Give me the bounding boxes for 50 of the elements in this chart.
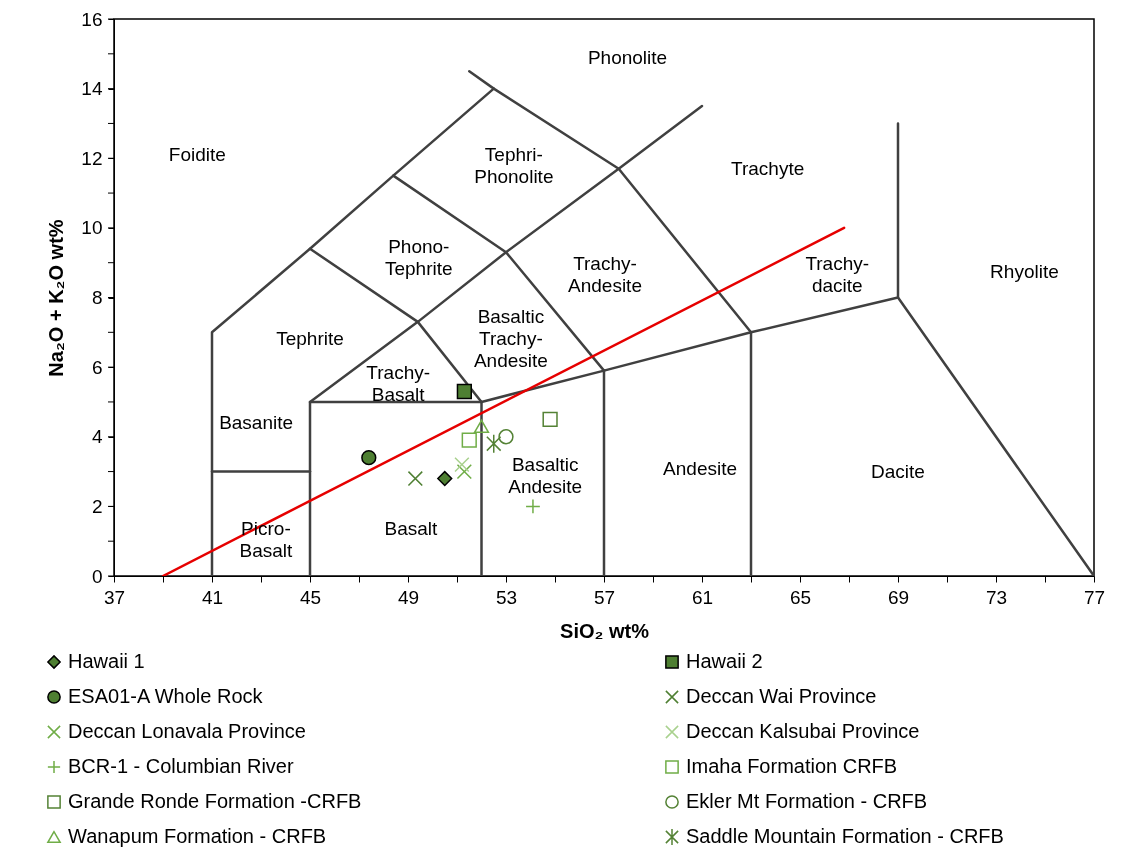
legend-label: Wanapum Formation - CRFB: [68, 825, 327, 847]
annotation: Trachy- dacite: [805, 253, 870, 297]
x-tick-label: 53: [495, 586, 518, 608]
legend-label: Deccan Wai Province: [686, 685, 877, 707]
x-tick-label: 77: [1083, 586, 1106, 608]
legend-label: Ekler Mt Formation - CRFB: [686, 790, 928, 812]
annotation: Dacite: [871, 461, 925, 483]
annotation: Trachyte: [731, 158, 805, 180]
x-tick-label: 49: [397, 586, 420, 608]
y-tick-label: 4: [91, 426, 103, 448]
annotation: Basalt: [384, 517, 439, 539]
legend-label: Deccan Kalsubai Province: [686, 720, 920, 742]
legend-label: ESA01-A Whole Rock: [68, 685, 264, 707]
x-tick-label: 41: [201, 586, 224, 608]
annotation: Basanite: [219, 411, 294, 433]
x-axis-title: SiO₂ wt%: [560, 619, 650, 642]
legend-label: Imaha Formation CRFB: [686, 755, 898, 777]
y-tick-label: 6: [91, 356, 103, 378]
legend-label: Saddle Mountain Formation - CRFB: [686, 825, 1004, 847]
annotation: Tephrite: [276, 328, 344, 350]
x-tick-label: 73: [985, 586, 1008, 608]
annotation: Basaltic Trachy- Andesite: [473, 305, 548, 371]
annotation: Basaltic Andesite: [508, 453, 583, 497]
annotation: Phonolite: [587, 46, 668, 68]
annotation: Phono- Tephrite: [384, 236, 453, 280]
legend-label: Hawaii 2: [686, 650, 763, 672]
legend-label: Deccan Lonavala Province: [68, 720, 306, 742]
annotation: Trachy- Andesite: [568, 253, 642, 297]
legend-label: Hawaii 1: [68, 650, 145, 672]
annotation: Tephri- Phonolite: [474, 144, 554, 188]
annotation: Andesite: [663, 458, 738, 480]
y-tick-label: 14: [81, 78, 103, 100]
y-tick-label: 10: [81, 217, 103, 239]
annotation: Foidite: [168, 144, 226, 166]
y-axis-title: Na₂O + K₂O wt%: [45, 219, 68, 377]
y-tick-label: 0: [91, 565, 103, 587]
x-tick-label: 57: [593, 586, 616, 608]
y-tick-label: 16: [81, 8, 103, 30]
annotation: Rhyolite: [990, 261, 1059, 283]
legend-label: BCR-1 - Columbian River: [68, 755, 294, 777]
x-tick-label: 65: [789, 586, 812, 608]
legend-label: Grande Ronde Formation -CRFB: [68, 790, 362, 812]
y-tick-label: 8: [91, 287, 103, 308]
annotation: Trachy- Basalt: [366, 361, 431, 405]
y-tick-label: 12: [81, 147, 103, 169]
x-tick-label: 45: [299, 586, 322, 608]
x-tick-label: 69: [887, 586, 910, 608]
y-tick-label: 2: [91, 495, 103, 517]
x-tick-label: 37: [103, 586, 126, 608]
x-tick-label: 61: [691, 586, 714, 608]
